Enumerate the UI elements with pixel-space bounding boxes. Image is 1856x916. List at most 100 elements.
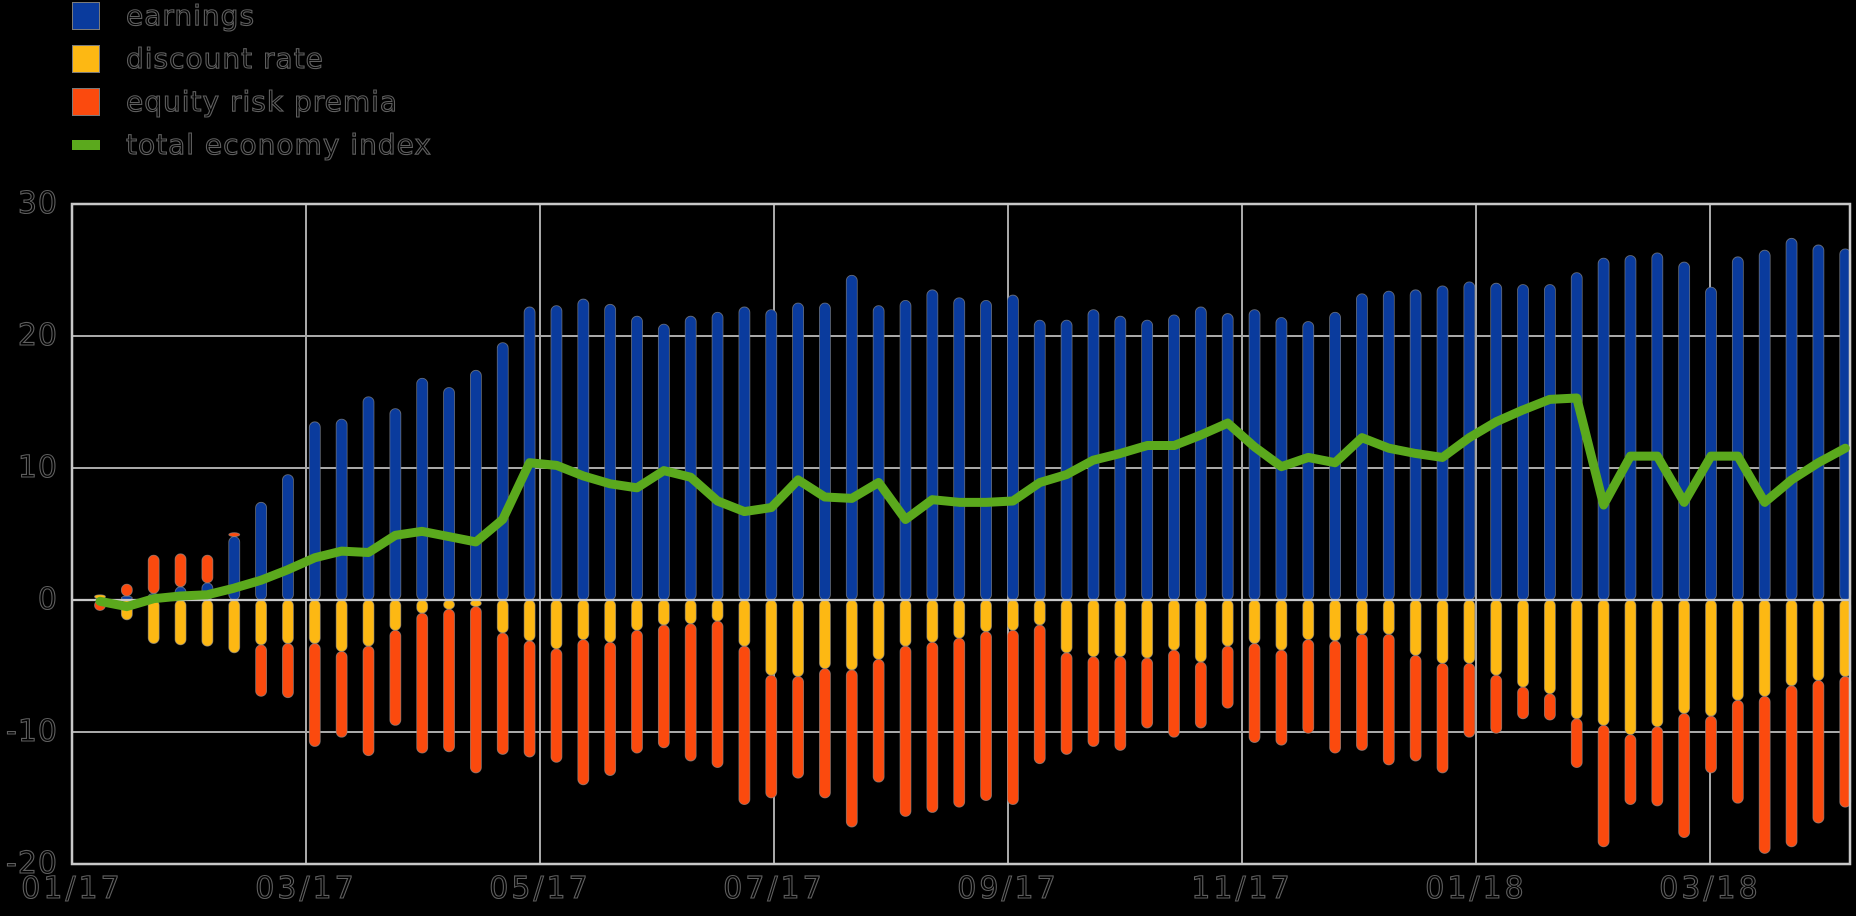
bar-segment-equity-risk-premia [1409, 655, 1422, 762]
bar-segment-discount-rate [980, 599, 992, 633]
bar-segment-earnings [926, 289, 939, 601]
bar-segment-discount-rate [416, 599, 429, 614]
bar-segment-earnings [1221, 313, 1234, 601]
bar-segment-earnings [1651, 252, 1664, 601]
legend-label: equity risk premia [125, 85, 399, 118]
bar-segment-equity-risk-premia [819, 668, 831, 799]
bar-segment-earnings [1758, 249, 1771, 601]
bar-segment-equity-risk-premia [308, 643, 321, 747]
bar-segment-discount-rate [308, 599, 321, 644]
bar-segment-equity-risk-premia [1517, 686, 1529, 720]
bar-segment-equity-risk-premia [1597, 725, 1610, 848]
bar-segment-discount-rate [1731, 599, 1744, 701]
bar-segment-equity-risk-premia [711, 620, 724, 769]
bar-segment-earnings [1409, 289, 1422, 601]
bar-segment-equity-risk-premia [389, 629, 402, 726]
bar-segment-equity-risk-premia [1678, 713, 1691, 839]
y-tick-label: 0 [37, 582, 58, 617]
bar-segment-equity-risk-premia [631, 629, 643, 754]
bar-segment-earnings [1597, 257, 1610, 601]
y-tick-label: -20 [5, 846, 58, 881]
bar-segment-discount-rate [1463, 599, 1476, 664]
bar-segment-equity-risk-premia [282, 643, 294, 699]
bar-segment-equity-risk-premia [1651, 726, 1664, 807]
bar-segment-earnings [1544, 284, 1556, 601]
bar-segment-earnings [1168, 314, 1180, 601]
bar-segment-earnings [845, 274, 858, 601]
earnings-swatch-icon [72, 2, 100, 30]
bar-segment-earnings [308, 421, 321, 601]
bar-segment-discount-rate [577, 599, 590, 640]
bar-segment-earnings [1570, 272, 1583, 601]
bar-segment-equity-risk-premia [496, 632, 509, 755]
bar-segment-discount-rate [147, 599, 160, 644]
bar-segment-equity-risk-premia [1007, 629, 1019, 805]
bar-segment-equity-risk-premia [443, 608, 455, 753]
bar-segment-equity-risk-premia [1624, 734, 1637, 806]
bar-segment-discount-rate [1517, 599, 1529, 688]
bar-segment-discount-rate [1221, 599, 1234, 647]
bar-segment-discount-rate [389, 599, 402, 631]
bar-segment-equity-risk-premia [362, 645, 375, 757]
total-economy-index-line [95, 393, 1850, 612]
bar-segment-discount-rate [255, 599, 268, 646]
bar-segment-earnings [389, 408, 402, 601]
bar-segment-discount-rate [1275, 599, 1288, 651]
bar-segment-discount-rate [631, 599, 643, 631]
bar-segment-equity-risk-premia [1705, 715, 1717, 774]
bar-segment-earnings [1785, 237, 1798, 601]
bar-segment-equity-risk-premia [1329, 640, 1341, 754]
bar-segment-equity-risk-premia [174, 553, 187, 588]
bar-segment-discount-rate [228, 599, 241, 654]
bar-segment-discount-rate [1624, 599, 1637, 736]
bar-segment-equity-risk-premia [228, 532, 241, 538]
y-tick-label: 30 [17, 186, 58, 221]
bar-segment-earnings [1517, 284, 1529, 601]
bar-segment-earnings [1436, 285, 1449, 601]
bar-segment-equity-risk-premia [1194, 661, 1207, 729]
bar-segment-discount-rate [711, 599, 724, 622]
bar-segment-equity-risk-premia [684, 623, 697, 762]
bar-segment-equity-risk-premia [872, 659, 885, 783]
bar-segment-equity-risk-premia [1248, 643, 1261, 743]
legend-item-earnings: earnings [72, 1, 432, 30]
bar-segment-equity-risk-premia [792, 676, 804, 779]
bar-segment-earnings [1678, 261, 1691, 601]
bar-segment-discount-rate [362, 599, 375, 647]
bar-segment-discount-rate [1248, 599, 1261, 644]
bar-segment-discount-rate [174, 599, 187, 646]
bar-segment-equity-risk-premia [1758, 695, 1771, 854]
bar-segment-equity-risk-premia [523, 640, 536, 758]
bar-segment-discount-rate [1329, 599, 1341, 642]
discount-rate-swatch-icon [72, 45, 100, 73]
bar-segment-equity-risk-premia [1785, 685, 1798, 848]
bar-segment-equity-risk-premia [1544, 693, 1556, 721]
bar-segment-discount-rate [738, 599, 751, 647]
bar-segment-discount-rate [1409, 599, 1422, 656]
bar-segment-earnings [899, 299, 912, 601]
bar-segment-discount-rate [201, 599, 214, 647]
bar-segment-earnings [819, 302, 831, 601]
y-tick-label: -10 [5, 714, 58, 749]
bar-segment-earnings [1194, 306, 1207, 601]
bar-segment-discount-rate [1758, 599, 1771, 697]
bar-segment-discount-rate [684, 599, 697, 625]
bar-segment-earnings [1141, 319, 1154, 601]
x-tick-label: 11/17 [1191, 871, 1293, 906]
bar-segment-equity-risk-premia [1033, 624, 1046, 765]
bar-segment-discount-rate [1544, 599, 1556, 695]
bar-segment-discount-rate [792, 599, 804, 677]
bar-segment-earnings [631, 315, 643, 601]
bar-segment-earnings [1060, 319, 1073, 601]
bar-segment-equity-risk-premia [738, 645, 751, 806]
x-tick-label: 03/18 [1659, 871, 1761, 906]
bar-segment-earnings [496, 342, 509, 601]
bar-segment-discount-rate [657, 599, 670, 626]
bar-segment-equity-risk-premia [1356, 633, 1368, 751]
bar-segment-equity-risk-premia [1168, 649, 1180, 738]
bar-segment-discount-rate [1597, 599, 1610, 726]
bar-segment-equity-risk-premia [1087, 656, 1100, 747]
bar-segment-equity-risk-premia [201, 554, 214, 584]
legend: earnings discount rate equity risk premi… [72, 1, 432, 174]
